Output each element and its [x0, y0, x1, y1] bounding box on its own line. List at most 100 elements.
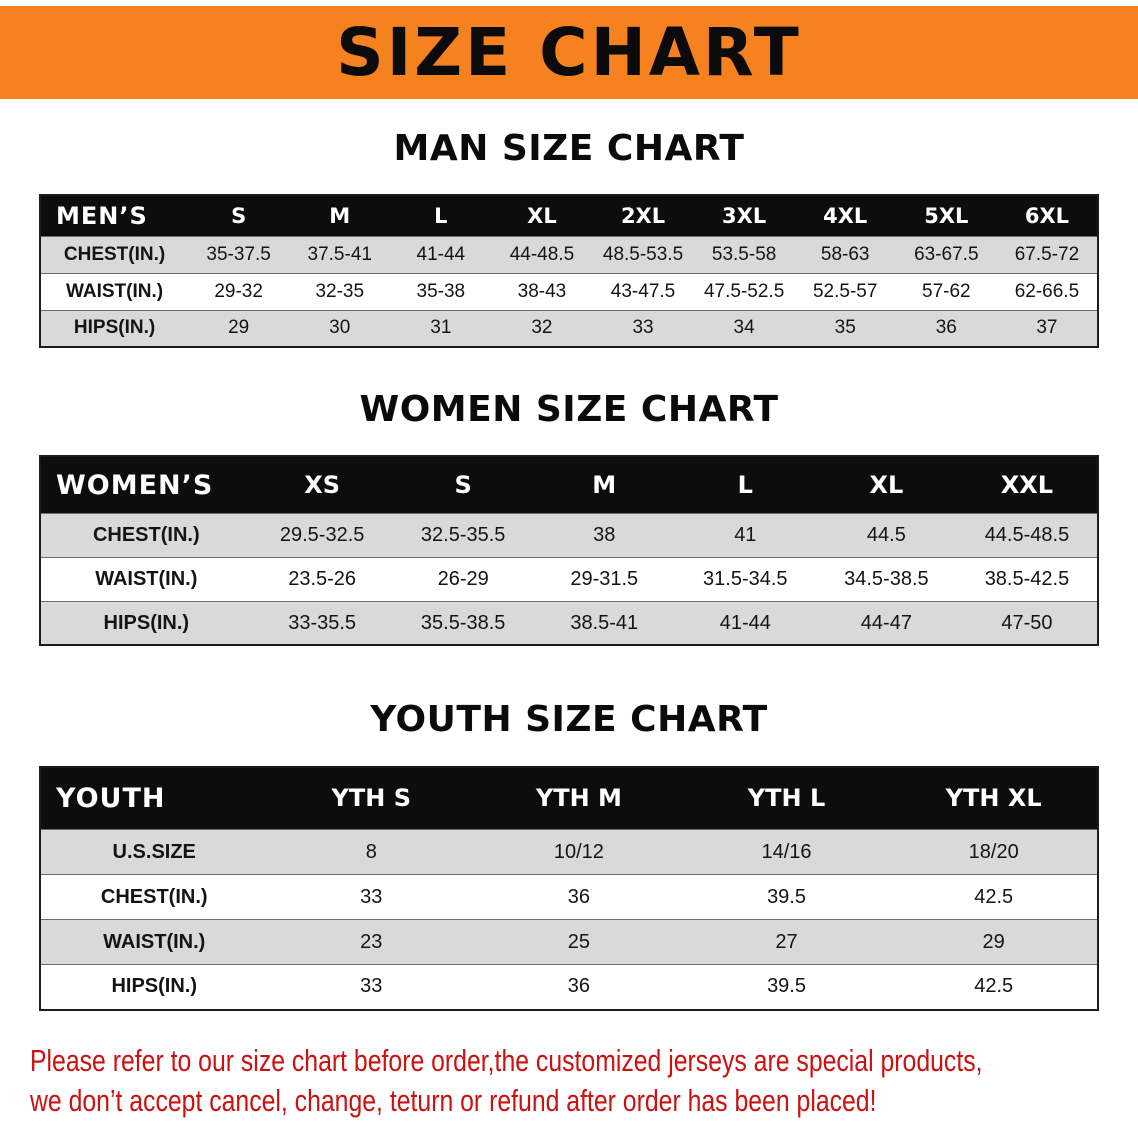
measurement-value: 27 [775, 930, 798, 953]
measurement-value: 33 [360, 885, 383, 908]
size-column-header: 6XL [996, 195, 1098, 237]
measurement-value: 34 [733, 317, 755, 339]
size-column-header: S [188, 195, 290, 237]
measurement-value: 35.5-38.5 [420, 611, 506, 634]
measurement-value: 37.5-41 [307, 243, 372, 265]
measurement-value: 63-67.5 [914, 243, 979, 265]
measurement-value: 31 [430, 317, 452, 339]
measurement-value: 31.5-34.5 [703, 567, 788, 590]
measurement-value: 29.5-32.5 [279, 523, 365, 546]
measurement-label: WAIST(IN.) [95, 567, 198, 590]
disclaimer-note: Please refer to our size chart before or… [30, 1041, 1138, 1121]
measurement-value: 44-47 [860, 611, 912, 634]
measurement-value: 32-35 [315, 280, 365, 302]
measurement-value: 35-38 [416, 280, 466, 302]
measurement-value: 39.5 [767, 975, 806, 998]
disclaimer-line-2: we don’t accept cancel, change, teturn o… [30, 1082, 877, 1118]
measurement-value: 35-37.5 [206, 243, 271, 265]
size-column-header: 5XL [895, 195, 997, 237]
measurement-value: 41-44 [416, 243, 466, 265]
measurement-label: HIPS(IN.) [111, 975, 198, 998]
measurement-value: 18/20 [968, 840, 1019, 863]
page-title: SIZE CHART [336, 14, 802, 91]
measurement-value: 38 [593, 523, 616, 546]
measurement-value: 41-44 [719, 611, 771, 634]
measurement-value: 39.5 [767, 885, 806, 908]
measurement-value: 57-62 [922, 280, 971, 302]
size-column-header: XXL [956, 456, 1098, 514]
table-title-cell: YOUTH [40, 766, 268, 830]
size-column-header: YTH L [682, 766, 891, 830]
measurement-row: CHEST(IN.) 29.5-32.5 32.5-35.5 38 41 44.5 44.5… [40, 513, 1098, 558]
measurement-value: 23 [360, 930, 383, 953]
measurement-value: 44.5-48.5 [984, 523, 1070, 546]
measurement-row: HIPS(IN.) 33-35.5 35.5-38.5 38.5-41 41-44 44-… [40, 601, 1098, 646]
measurement-value: 48.5-53.5 [602, 243, 684, 265]
measurement-value: 38.5-42.5 [984, 567, 1070, 590]
size-column-header: L [674, 456, 816, 514]
measurement-value: 32.5-35.5 [420, 523, 506, 546]
measurement-value: 33 [632, 317, 654, 339]
measurement-value: 47-50 [1001, 611, 1053, 634]
youth-size-chart-section: YOUTH SIZE CHART YOUTH YTH S YTH M YTH L YTH… [0, 698, 1138, 1011]
size-chart-page: SIZE CHART MAN SIZE CHART MEN’S S M L XL 2XL 3… [0, 6, 1138, 1121]
measurement-value: 37 [1036, 317, 1058, 339]
measurement-value: 34.5-38.5 [844, 567, 929, 590]
men-size-table: MEN’S S M L XL 2XL 3XL 4XL 5XL 6XL CHEST(IN.) 35-37… [39, 194, 1099, 349]
size-column-header: 3XL [693, 195, 795, 237]
size-column-header: S [392, 456, 534, 514]
measurement-value: 36 [567, 975, 591, 998]
measurement-value: 29-32 [214, 280, 263, 302]
size-chart-banner: SIZE CHART [0, 6, 1138, 99]
table-header-row: YOUTH YTH S YTH M YTH L YTH XL [40, 766, 1098, 830]
measurement-value: 62-66.5 [1014, 280, 1080, 302]
measurement-value: 8 [365, 840, 377, 863]
measurement-label: CHEST(IN.) [63, 243, 166, 265]
measurement-row: HIPS(IN.) 33 36 39.5 42.5 [40, 964, 1098, 1010]
size-column-header: XL [815, 456, 957, 514]
measurement-row: U.S.SIZE 8 10/12 14/16 18/20 [40, 829, 1098, 875]
measurement-label: HIPS(IN.) [73, 317, 156, 339]
men-size-chart-section: MAN SIZE CHART MEN’S S M L XL 2XL 3XL 4XL 5XL 6XL… [0, 127, 1138, 349]
measurement-row: CHEST(IN.) 33 36 39.5 42.5 [40, 874, 1098, 920]
measurement-value: 35 [834, 317, 856, 339]
size-column-header: YTH M [475, 766, 683, 830]
youth-chart-heading: YOUTH SIZE CHART [370, 699, 768, 741]
measurement-value: 58-63 [820, 243, 870, 265]
measurement-value: 29 [982, 930, 1005, 953]
measurement-value: 23.5-26 [288, 567, 357, 590]
table-title-cell: WOMEN’S [40, 456, 252, 514]
measurement-label: WAIST(IN.) [103, 930, 206, 953]
measurement-row: WAIST(IN.) 23.5-26 26-29 29-31.5 31.5-34.5 34… [40, 557, 1098, 602]
measurement-label: CHEST(IN.) [100, 885, 208, 908]
measurement-label: U.S.SIZE [112, 840, 196, 863]
youth-size-table: YOUTH YTH S YTH M YTH L YTH XL U.S.SIZE 8 10/12… [39, 765, 1099, 1011]
size-column-header: 2XL [592, 195, 694, 237]
size-column-header: XL [491, 195, 593, 237]
measurement-value: 33 [360, 975, 383, 998]
measurement-value: 36 [935, 317, 957, 339]
measurement-row: WAIST(IN.) 23 25 27 29 [40, 919, 1098, 965]
size-column-header: 4XL [794, 195, 896, 237]
size-column-header: YTH S [267, 766, 476, 830]
measurement-value: 25 [567, 930, 591, 953]
measurement-label: HIPS(IN.) [103, 611, 190, 634]
measurement-value: 29 [228, 317, 250, 339]
measurement-label: CHEST(IN.) [92, 523, 200, 546]
women-chart-heading: WOMEN SIZE CHART [359, 389, 779, 431]
measurement-value: 44-48.5 [509, 243, 575, 265]
size-column-header: YTH XL [890, 766, 1098, 830]
size-column-header: M [289, 195, 391, 237]
size-column-header: L [390, 195, 492, 237]
women-size-chart-section: WOMEN SIZE CHART WOMEN’S XS S M L XL XXL CHEST(… [0, 388, 1138, 647]
measurement-value: 67.5-72 [1014, 243, 1080, 265]
measurement-row: CHEST(IN.) 35-37.5 37.5-41 41-44 44-48.5 48.5… [40, 236, 1098, 274]
measurement-row: HIPS(IN.) 29 30 31 32 33 34 35 36 37 [40, 310, 1098, 348]
table-header-row: MEN’S S M L XL 2XL 3XL 4XL 5XL 6XL [40, 195, 1098, 237]
measurement-value: 44.5 [866, 523, 906, 546]
measurement-value: 36 [567, 885, 591, 908]
table-title-cell: MEN’S [40, 195, 189, 237]
size-column-header: XS [251, 456, 393, 514]
measurement-value: 42.5 [974, 885, 1014, 908]
measurement-value: 14/16 [761, 840, 812, 863]
